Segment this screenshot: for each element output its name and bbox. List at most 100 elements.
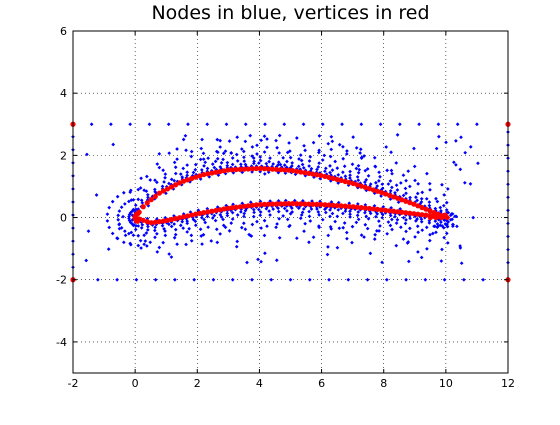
node-point — [274, 225, 278, 230]
vertex-point — [366, 186, 373, 192]
vertex-point — [395, 195, 401, 201]
vertex-point — [362, 205, 368, 211]
node-point — [134, 277, 139, 282]
node-point — [336, 181, 341, 185]
vertex-point — [181, 214, 187, 220]
node-point — [363, 168, 368, 173]
node-point — [243, 208, 248, 213]
node-point — [199, 168, 204, 172]
node-point — [274, 258, 279, 263]
node-point — [350, 240, 354, 245]
vertex-point — [370, 206, 377, 212]
x-tick-label: 10 — [439, 377, 453, 390]
node-point — [401, 173, 406, 178]
node-point — [385, 231, 389, 236]
node-point — [128, 122, 133, 127]
node-point — [193, 167, 198, 172]
node-point — [373, 232, 377, 237]
node-point — [434, 196, 438, 201]
node-point — [389, 150, 393, 155]
node-point — [215, 137, 220, 142]
chart-title: Nodes in blue, vertices in red — [151, 2, 430, 24]
node-point — [401, 193, 406, 198]
node-point — [475, 122, 479, 127]
node-point — [267, 159, 271, 164]
node-point — [362, 154, 366, 158]
node-point — [173, 171, 178, 176]
vertex-point — [261, 201, 267, 207]
vertex-point — [201, 210, 207, 216]
node-point — [348, 176, 352, 180]
vertex-point — [189, 212, 195, 218]
vertex-point — [281, 167, 288, 173]
node-point — [330, 139, 335, 144]
node-point — [445, 224, 450, 229]
vertex-point — [403, 210, 409, 216]
vertex-point — [326, 174, 332, 181]
node-point — [96, 277, 100, 282]
node-point — [386, 220, 391, 224]
node-point — [420, 190, 425, 195]
node-point — [326, 141, 331, 146]
node-point — [343, 174, 348, 179]
node-point — [406, 169, 411, 174]
node-point — [348, 173, 352, 178]
node-point — [148, 240, 153, 245]
node-point — [219, 161, 224, 165]
vertex-point — [354, 204, 360, 210]
node-point — [336, 173, 341, 177]
node-point — [308, 219, 313, 223]
node-point — [243, 122, 248, 127]
node-point — [380, 215, 385, 220]
vertex-point — [387, 192, 393, 199]
vertex-point — [419, 212, 425, 218]
node-point — [356, 210, 361, 214]
node-point — [202, 217, 206, 222]
node-point — [287, 224, 291, 229]
node-point — [153, 178, 157, 183]
node-point — [337, 142, 342, 147]
node-point — [459, 261, 464, 266]
node-point — [142, 242, 146, 247]
vertex-point — [185, 177, 191, 183]
node-point — [459, 135, 463, 140]
vertex-point — [253, 202, 259, 208]
node-point — [274, 138, 278, 143]
node-point — [359, 155, 364, 160]
vertex-point — [423, 206, 429, 212]
node-point — [285, 159, 289, 164]
node-point — [173, 165, 178, 170]
node-point — [374, 180, 378, 185]
node-point — [115, 236, 120, 241]
node-point — [258, 155, 263, 159]
node-point — [364, 214, 369, 219]
vertex-point — [314, 201, 320, 207]
node-point — [412, 146, 416, 151]
node-point — [212, 165, 217, 170]
node-point — [333, 159, 337, 164]
vertex-point — [318, 172, 324, 179]
node-point — [389, 168, 394, 173]
vertex-point — [197, 210, 203, 216]
x-tick-label: 2 — [194, 377, 201, 390]
node-point — [384, 277, 389, 282]
node-point — [271, 162, 276, 166]
node-point — [119, 226, 124, 230]
node-point — [117, 209, 122, 213]
node-point — [107, 225, 112, 230]
node-point — [145, 192, 150, 197]
node-point — [206, 225, 210, 230]
node-point — [340, 122, 344, 127]
node-point — [224, 122, 229, 127]
node-point — [163, 175, 167, 180]
node-point — [345, 149, 349, 153]
vertex-point — [213, 169, 219, 175]
vertex-point — [362, 184, 368, 191]
node-point — [317, 161, 321, 165]
node-point — [256, 161, 261, 165]
node-point — [218, 232, 223, 236]
node-point — [302, 143, 306, 148]
node-point — [163, 229, 167, 233]
node-point — [211, 277, 216, 282]
